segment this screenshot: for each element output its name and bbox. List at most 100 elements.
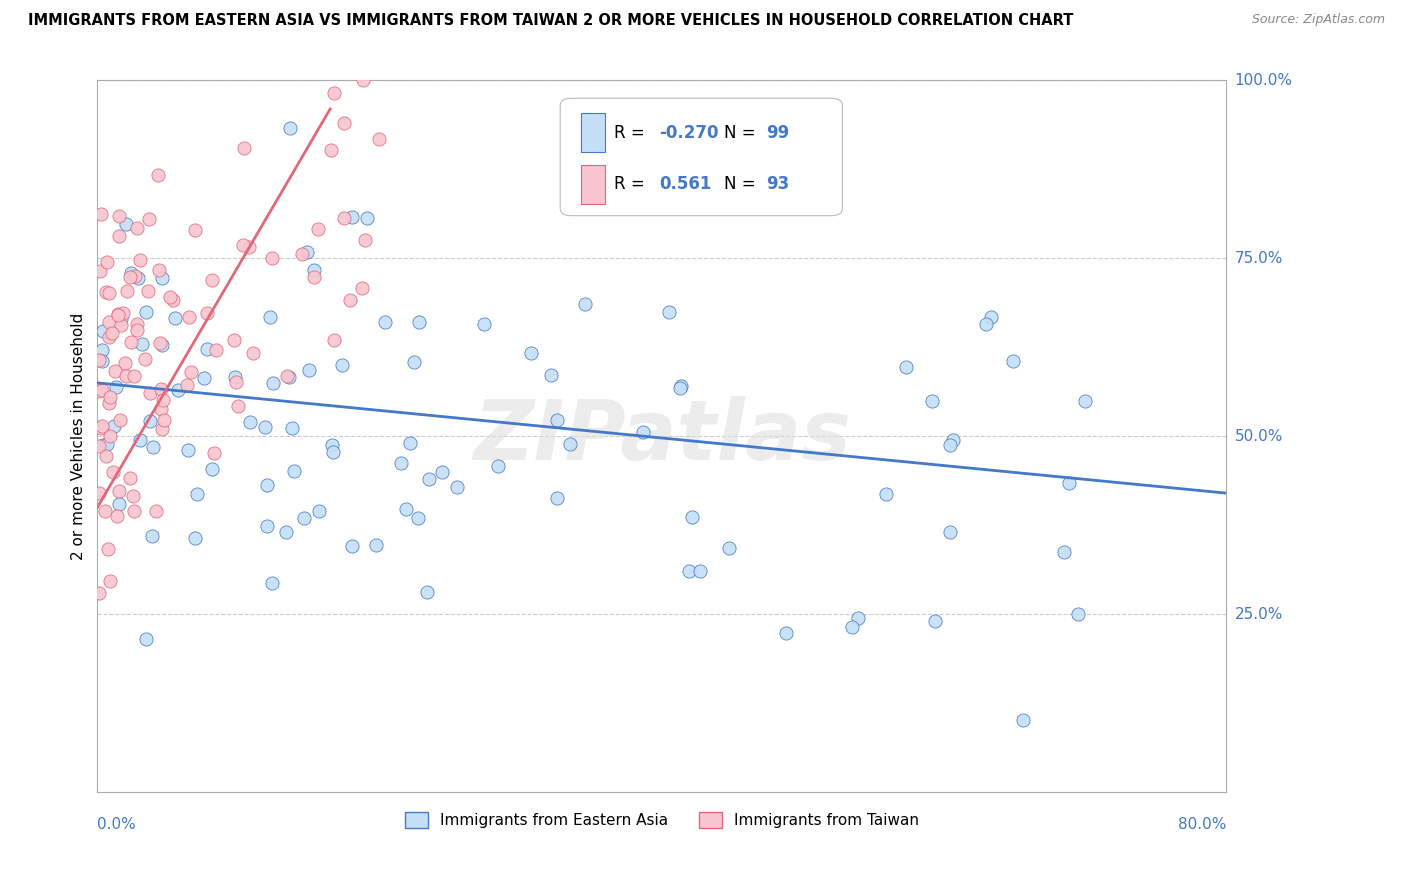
Text: 80.0%: 80.0%	[1178, 817, 1226, 832]
Point	[319, 143, 342, 157]
Point	[574, 297, 596, 311]
Point	[176, 378, 198, 392]
Point	[689, 564, 711, 578]
Point	[128, 253, 150, 268]
Point	[291, 246, 314, 260]
Point	[254, 419, 277, 434]
Point	[277, 369, 299, 384]
Point	[681, 510, 703, 524]
Point	[118, 270, 141, 285]
Point	[308, 504, 330, 518]
Point	[276, 524, 298, 539]
Point	[165, 311, 187, 326]
Point	[1011, 713, 1033, 727]
Point	[89, 264, 111, 278]
Point	[416, 585, 439, 599]
Point	[159, 289, 181, 303]
Point	[658, 305, 681, 319]
Text: 0.561: 0.561	[659, 176, 711, 194]
Point	[846, 611, 869, 625]
Point	[150, 271, 173, 285]
Text: N =: N =	[724, 124, 761, 142]
Point	[446, 480, 468, 494]
Point	[939, 438, 962, 452]
Point	[924, 614, 946, 628]
Point	[262, 251, 284, 265]
Point	[110, 312, 132, 326]
Point	[97, 315, 120, 329]
Point	[540, 368, 562, 383]
Point	[110, 318, 132, 333]
Point	[374, 314, 396, 328]
Point	[938, 524, 960, 539]
Legend: Immigrants from Eastern Asia, Immigrants from Taiwan: Immigrants from Eastern Asia, Immigrants…	[399, 805, 925, 834]
Point	[90, 421, 112, 435]
Point	[366, 537, 388, 551]
Point	[152, 392, 174, 407]
Point	[340, 540, 363, 554]
Point	[104, 364, 127, 378]
Text: R =: R =	[614, 124, 651, 142]
Point	[152, 413, 174, 427]
Point	[150, 422, 173, 436]
FancyBboxPatch shape	[560, 98, 842, 216]
Point	[98, 390, 121, 404]
Point	[356, 211, 378, 225]
Point	[94, 285, 117, 299]
Text: N =: N =	[724, 176, 761, 194]
Point	[350, 280, 373, 294]
Point	[90, 353, 112, 368]
Point	[678, 564, 700, 578]
Point	[242, 346, 264, 360]
Point	[97, 541, 120, 556]
Point	[294, 511, 316, 525]
Point	[302, 263, 325, 277]
Point	[278, 121, 301, 136]
Point	[520, 346, 543, 360]
Point	[184, 532, 207, 546]
Point	[125, 323, 148, 337]
Point	[166, 383, 188, 397]
Point	[262, 376, 284, 391]
Text: 0.0%: 0.0%	[97, 817, 136, 832]
Text: 50.0%: 50.0%	[1234, 429, 1282, 443]
Point	[101, 326, 124, 340]
Point	[91, 383, 114, 397]
Point	[127, 271, 149, 285]
Point	[238, 240, 260, 254]
Point	[352, 73, 374, 87]
Point	[256, 478, 278, 492]
Point	[142, 440, 165, 454]
Point	[122, 489, 145, 503]
Point	[103, 419, 125, 434]
Point	[107, 308, 129, 322]
Point	[339, 293, 361, 308]
Point	[118, 471, 141, 485]
Point	[87, 486, 110, 500]
Point	[104, 379, 127, 393]
Point	[122, 369, 145, 384]
Point	[107, 308, 129, 322]
Point	[256, 519, 278, 533]
Point	[131, 336, 153, 351]
Point	[333, 211, 356, 226]
Point	[135, 304, 157, 318]
Point	[330, 358, 353, 372]
Point	[105, 509, 128, 524]
Point	[307, 222, 329, 236]
Text: 100.0%: 100.0%	[1234, 73, 1292, 88]
Point	[1002, 354, 1025, 368]
Point	[671, 379, 693, 393]
Point	[101, 466, 124, 480]
Point	[205, 343, 228, 358]
Point	[558, 437, 581, 451]
Point	[97, 396, 120, 410]
Point	[179, 310, 201, 325]
Point	[91, 438, 114, 452]
Text: 25.0%: 25.0%	[1234, 607, 1282, 622]
Point	[232, 237, 254, 252]
Point	[87, 586, 110, 600]
Point	[321, 437, 343, 451]
Point	[162, 293, 184, 307]
Point	[138, 414, 160, 428]
